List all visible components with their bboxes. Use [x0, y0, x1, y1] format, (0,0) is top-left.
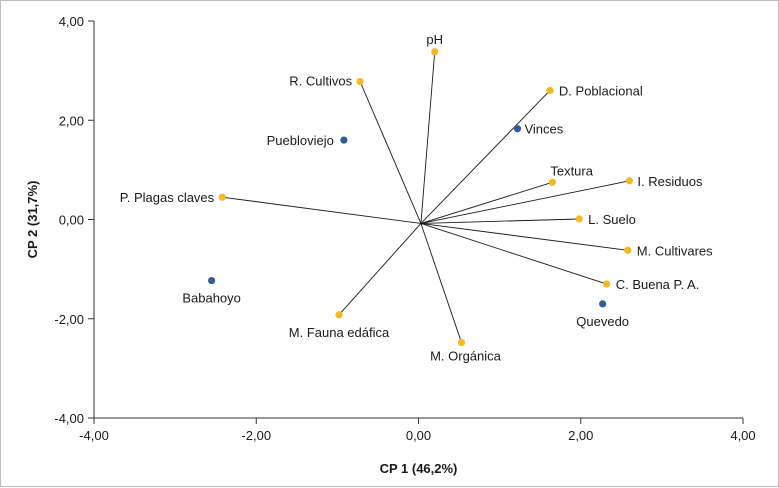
- variable-label-m-cultivares: M. Cultivares: [637, 243, 713, 258]
- vector-d-poblacional: [420, 90, 551, 224]
- variable-point-m-cultivares: [624, 246, 632, 254]
- y-tick-label: -2,00: [54, 312, 84, 327]
- axes: -4,00 -2,00 0,00 2,00 4,00 4,00 2,00 0,00 -2,00 -…: [54, 14, 755, 443]
- variable-label-ph: pH: [426, 32, 443, 47]
- point-labels: pH R. Cultivos D. Poblacional Textura I. Res…: [120, 32, 713, 364]
- variable-point-c-buena-p-a: [603, 280, 611, 288]
- variable-label-i-residuos: I. Residuos: [637, 174, 703, 189]
- variable-point-m-orgánica: [457, 338, 466, 347]
- site-point-vinces: [513, 125, 522, 133]
- variable-label-textura: Textura: [550, 163, 593, 178]
- vector-m-fauna-edáfica: [338, 223, 422, 316]
- variable-point-d-poblacional: [546, 86, 554, 95]
- vector-p-plagas-claves: [222, 196, 421, 224]
- site-label-vinces: Vinces: [524, 122, 563, 137]
- site-point-quevedo: [599, 300, 607, 308]
- vector-l-suelo: [420, 218, 580, 224]
- variable-point-p-plagas-claves: [218, 193, 226, 201]
- y-tick-label: -4,00: [54, 411, 84, 426]
- vector-c-buena-p-a: [420, 223, 607, 285]
- y-tick-label: 4,00: [59, 14, 84, 29]
- site-label-quevedo: Quevedo: [576, 314, 629, 329]
- y-tick-label: 0,00: [59, 213, 84, 228]
- x-tick-label: -4,00: [79, 428, 109, 443]
- variable-point-textura: [548, 178, 556, 186]
- vector-textura: [420, 181, 553, 224]
- variable-point-ph: [431, 48, 439, 56]
- y-axis-title: CP 2 (31,7%): [25, 181, 40, 259]
- vector-i-residuos: [420, 180, 630, 224]
- x-tick-label: 4,00: [730, 428, 755, 443]
- data-points: [208, 48, 634, 347]
- y-tick-label: 2,00: [59, 113, 84, 128]
- x-axis-title: CP 1 (46,2%): [380, 461, 458, 476]
- variable-vectors: [222, 51, 630, 343]
- variable-label-m-fauna-edáfica: M. Fauna edáfica: [289, 325, 390, 340]
- site-point-puebloviejo: [340, 136, 348, 144]
- vector-m-orgánica: [420, 223, 462, 343]
- variable-label-r-cultivos: R. Cultivos: [289, 74, 352, 89]
- variable-point-i-residuos: [625, 177, 634, 185]
- x-tick-label: 0,00: [406, 428, 431, 443]
- variable-label-m-orgánica: M. Orgánica: [430, 349, 502, 364]
- variable-point-m-fauna-edáfica: [335, 311, 343, 319]
- site-label-puebloviejo: Puebloviejo: [267, 133, 334, 148]
- vector-m-cultivares: [420, 223, 628, 251]
- vector-r-cultivos: [359, 81, 422, 224]
- variable-label-p-plagas-claves: P. Plagas claves: [120, 190, 215, 205]
- variable-point-r-cultivos: [356, 77, 364, 86]
- variable-label-d-poblacional: D. Poblacional: [559, 83, 643, 98]
- site-point-babahoyo: [208, 276, 216, 285]
- variable-label-c-buena-p-a: C. Buena P. A.: [616, 277, 700, 292]
- variable-label-l-suelo: L. Suelo: [588, 212, 636, 227]
- site-label-babahoyo: Babahoyo: [182, 291, 241, 306]
- vector-ph: [420, 51, 436, 224]
- x-tick-label: -2,00: [241, 428, 271, 443]
- variable-point-l-suelo: [575, 215, 583, 223]
- x-tick-label: 2,00: [568, 428, 593, 443]
